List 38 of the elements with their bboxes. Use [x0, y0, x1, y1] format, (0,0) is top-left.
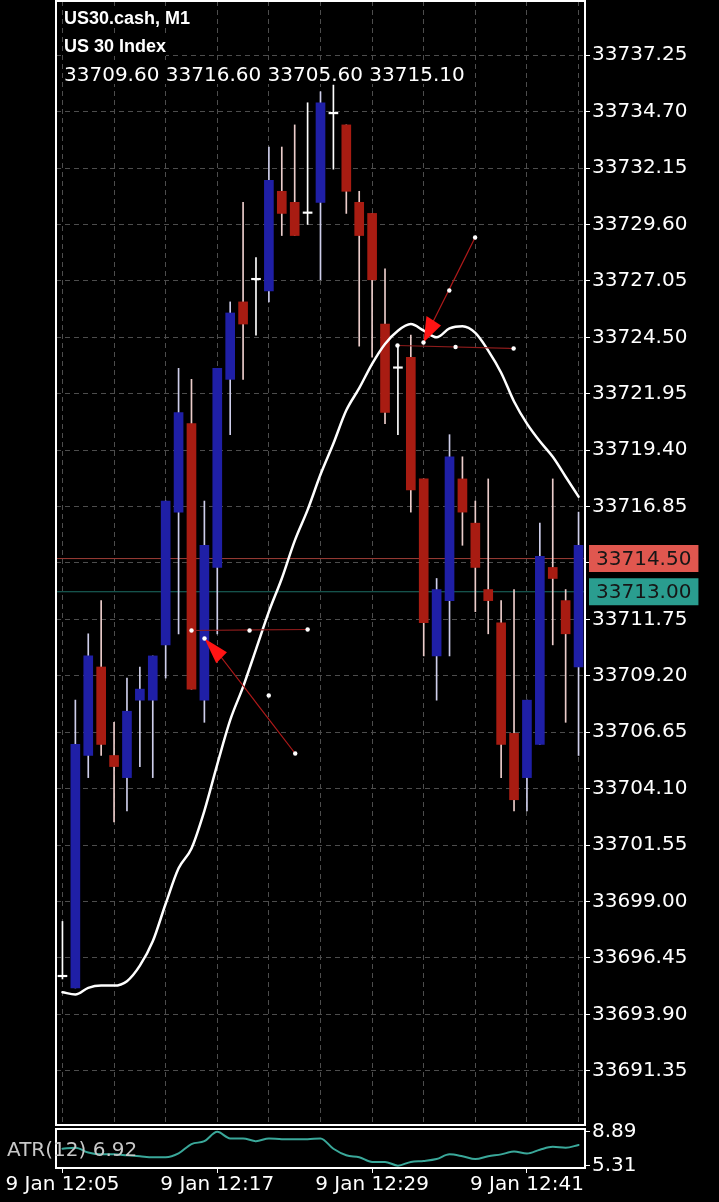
- y-tick-label: 33721.95: [592, 379, 688, 404]
- ref-line-label: 33713.00: [596, 578, 692, 603]
- y-tick-label: 33734.70: [592, 97, 688, 122]
- y-tick-label: 33732.15: [592, 154, 688, 179]
- candlestick: [238, 202, 248, 380]
- candlestick: [109, 721, 119, 823]
- x-tick-label: 9 Jan 12:05: [5, 1171, 120, 1196]
- candlestick: [354, 190, 365, 347]
- x-tick-label: 9 Jan 12:17: [160, 1171, 275, 1196]
- y-tick-label: 33727.05: [592, 267, 688, 292]
- line-series: [61, 322, 580, 996]
- y-tick-label: 33704.10: [592, 774, 688, 799]
- y-tick-label: 33691.35: [592, 1056, 688, 1081]
- y-tick-label: 33699.00: [592, 887, 688, 912]
- x-tick-label: 9 Jan 12:29: [315, 1171, 430, 1196]
- y-tick-label: 33724.50: [592, 323, 688, 348]
- candlestick: [393, 345, 403, 435]
- x-tick-label: 9 Jan 12:41: [469, 1171, 584, 1196]
- y-tick-label: 5.31: [592, 1151, 637, 1176]
- y-tick-label: 33701.55: [592, 831, 688, 856]
- y-tick-label: 33737.25: [592, 41, 688, 66]
- y-tick-label: 33696.45: [592, 944, 688, 969]
- candlestick: [547, 478, 558, 646]
- y-tick-label: 33719.40: [592, 436, 688, 461]
- y-tick-label: 8.89: [592, 1118, 637, 1143]
- y-tick-label: 33709.20: [592, 662, 688, 687]
- y-tick-label: 33711.75: [592, 605, 688, 630]
- y-tick-label: 33706.65: [592, 718, 688, 743]
- text: US 30 Index: [64, 36, 167, 56]
- candlestick: [483, 478, 494, 635]
- annotation: 33709.60 33716.60 33705.60 33715.10: [64, 62, 465, 86]
- y-tick-label: 33716.85: [592, 492, 688, 517]
- y-tick-label: 33729.60: [592, 210, 688, 235]
- y-tick-label: 33693.90: [592, 1000, 688, 1025]
- candlestick: [251, 257, 261, 336]
- chart-title: US30.cash, M1: [64, 8, 191, 28]
- candlestick: [135, 666, 145, 767]
- ref-line-label: 33714.50: [596, 545, 692, 570]
